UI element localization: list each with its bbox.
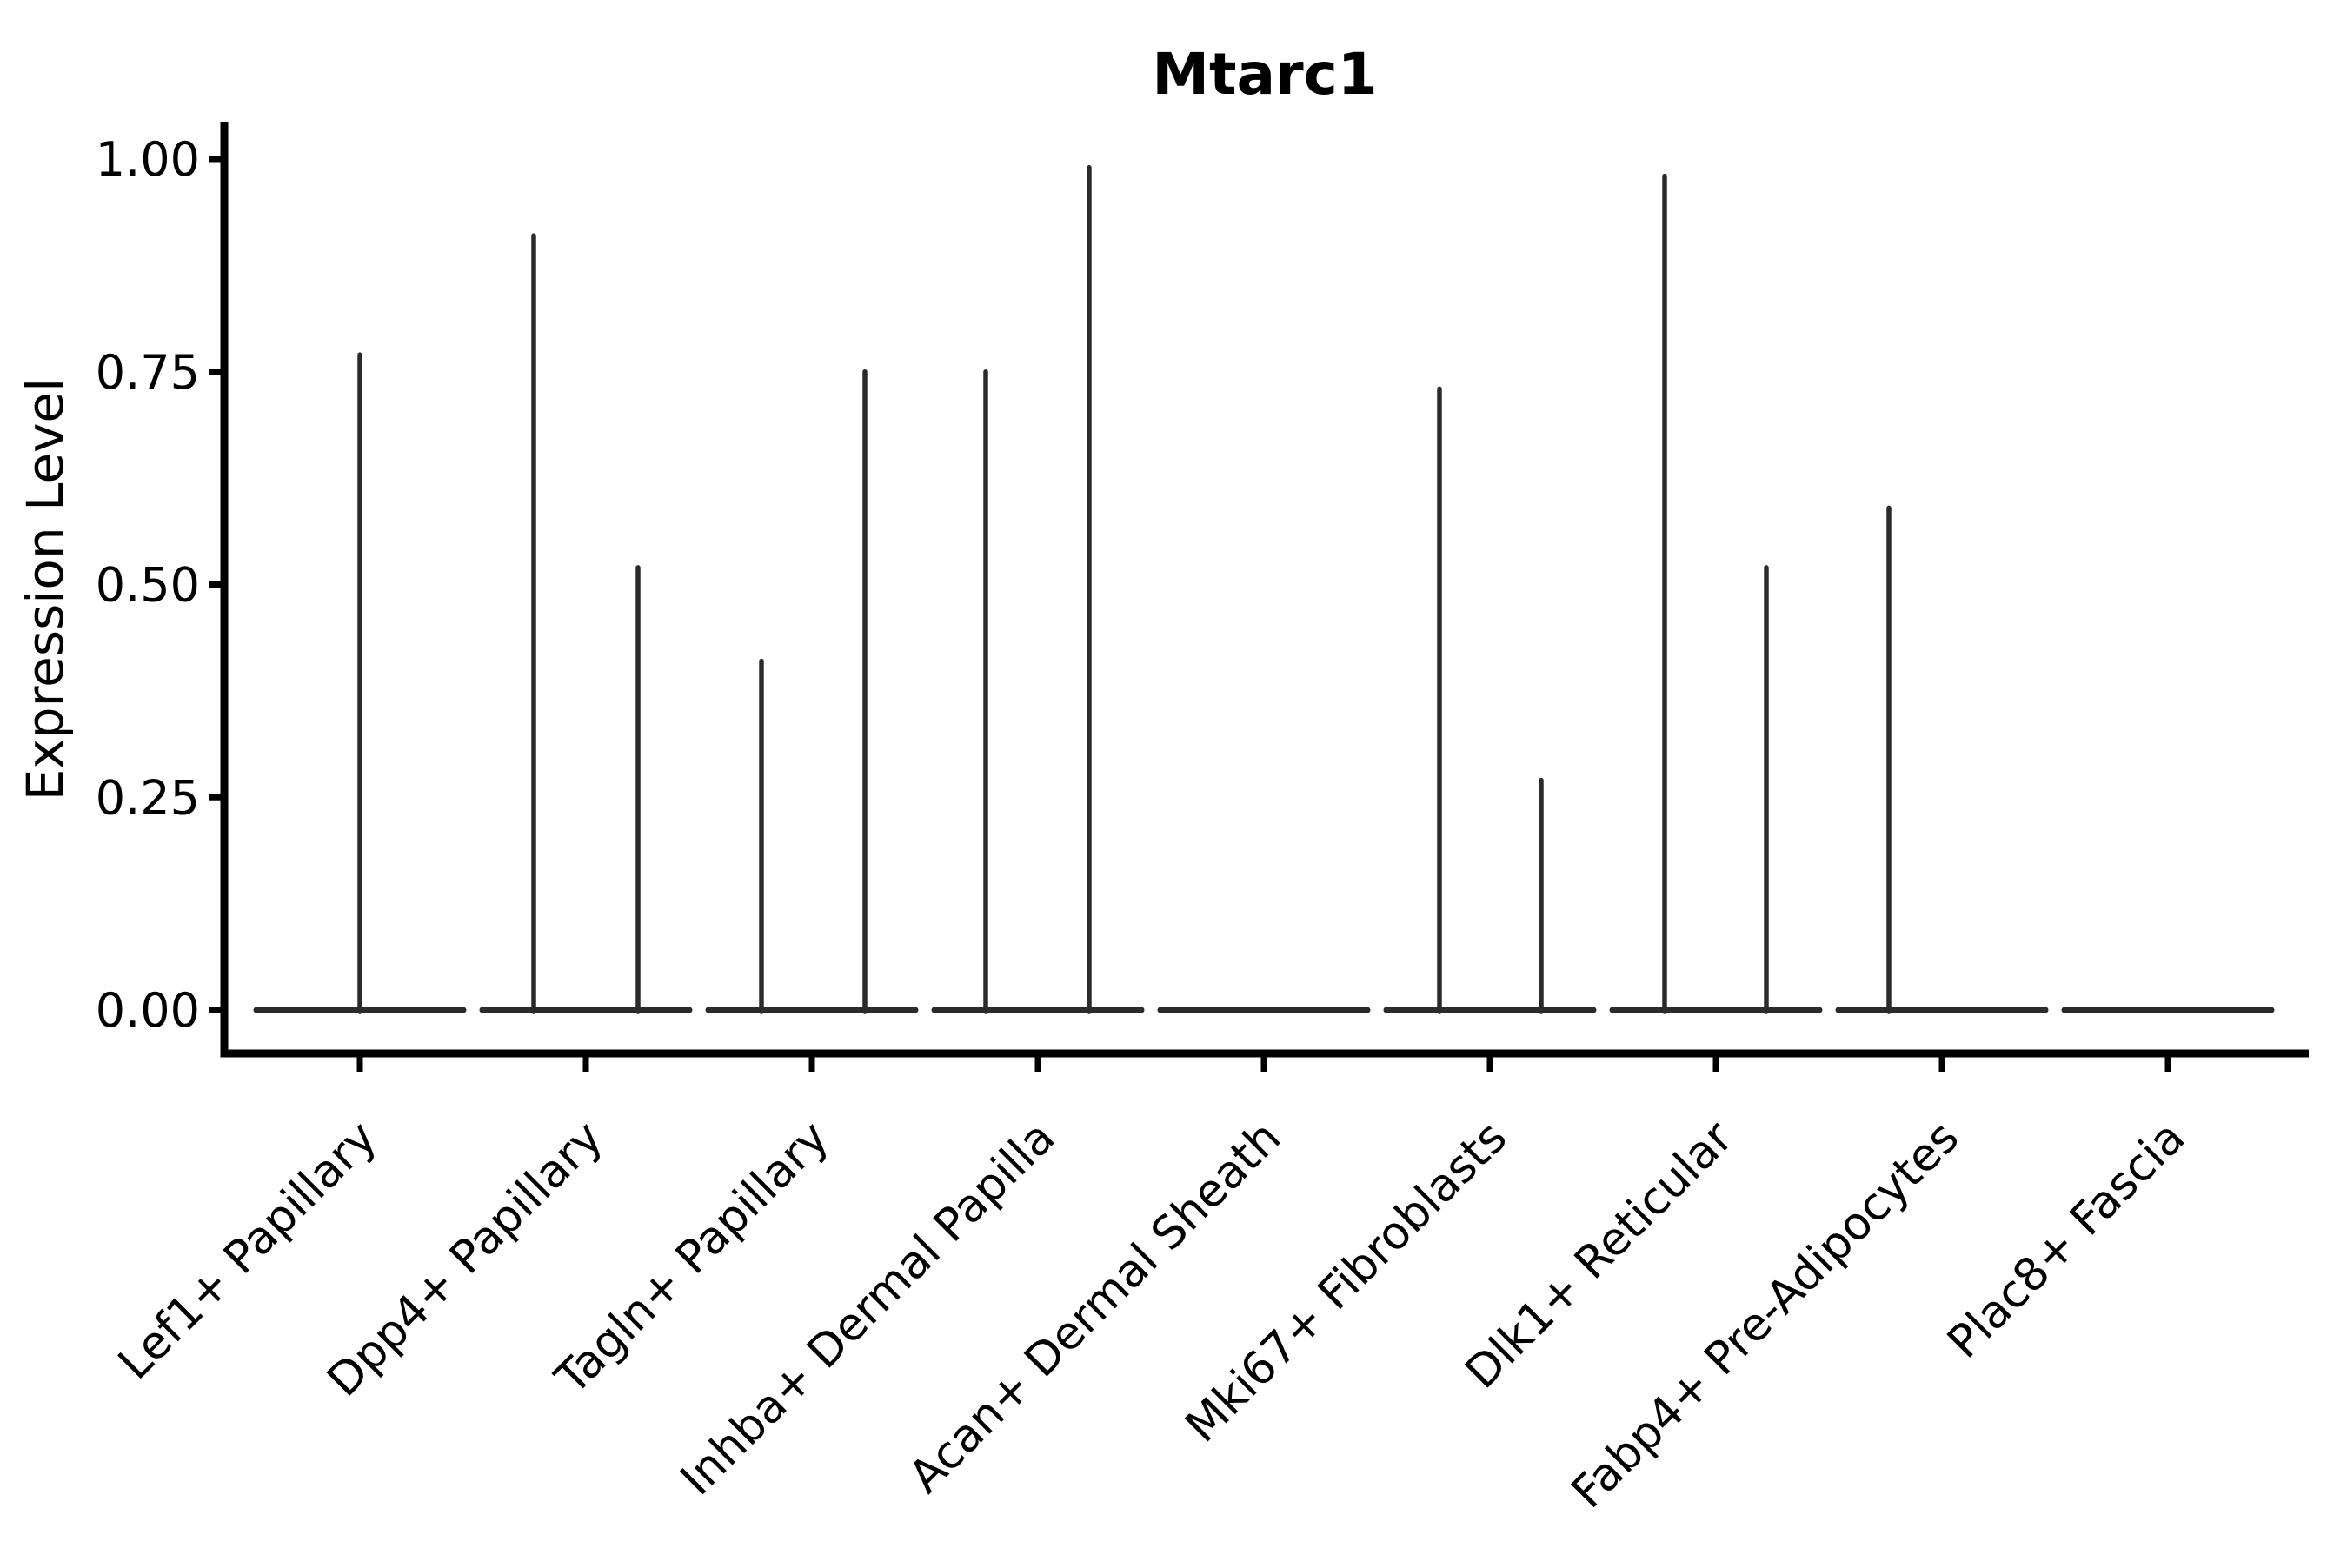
y-tick-label: 1.00 [96, 132, 200, 187]
x-tick-label: Plac8+ Fascia [1938, 1112, 2195, 1369]
x-tick-label: Fabp4+ Pre-Adipocytes [1562, 1112, 1969, 1518]
x-tick-label: Inhba+ Dermal Papilla [671, 1112, 1065, 1505]
x-tick-label: Acan+ Dermal Sheath [900, 1112, 1292, 1504]
y-axis-label: Expression Level [16, 378, 75, 801]
y-ticks-group: 0.00 0.25 0.50 0.75 1.00 [96, 132, 224, 1038]
y-tick-label: 0.50 [96, 558, 200, 613]
chart-title: Mtarc1 [1152, 41, 1377, 108]
violins-group [253, 165, 2275, 1014]
y-tick-label: 0.00 [96, 983, 200, 1038]
y-tick-label: 0.25 [96, 770, 200, 825]
y-tick-label: 0.75 [96, 345, 200, 400]
